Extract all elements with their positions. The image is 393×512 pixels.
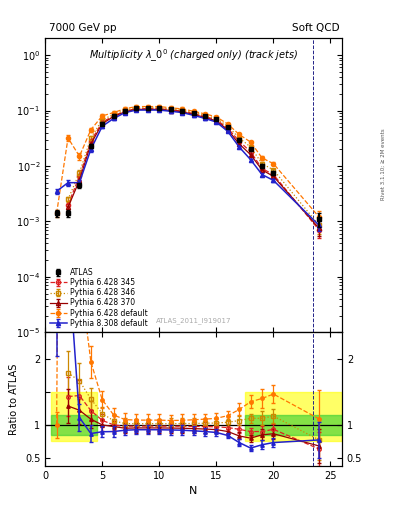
Bar [245,415,342,435]
Bar [51,392,97,441]
Legend: ATLAS, Pythia 6.428 345, Pythia 6.428 346, Pythia 6.428 370, Pythia 6.428 defaul: ATLAS, Pythia 6.428 345, Pythia 6.428 34… [48,266,149,329]
Bar [245,392,342,441]
X-axis label: N: N [189,486,198,496]
Text: Multiplicity $\lambda\_0^0$ (charged only) (track jets): Multiplicity $\lambda\_0^0$ (charged onl… [89,47,298,64]
Text: 7000 GeV pp: 7000 GeV pp [49,23,117,33]
Text: Rivet 3.1.10; ≥ 2M events: Rivet 3.1.10; ≥ 2M events [381,128,386,200]
Bar [51,415,97,435]
Text: ATLAS_2011_I919017: ATLAS_2011_I919017 [156,317,231,324]
Text: Soft QCD: Soft QCD [292,23,340,33]
Y-axis label: Ratio to ATLAS: Ratio to ATLAS [9,364,19,435]
